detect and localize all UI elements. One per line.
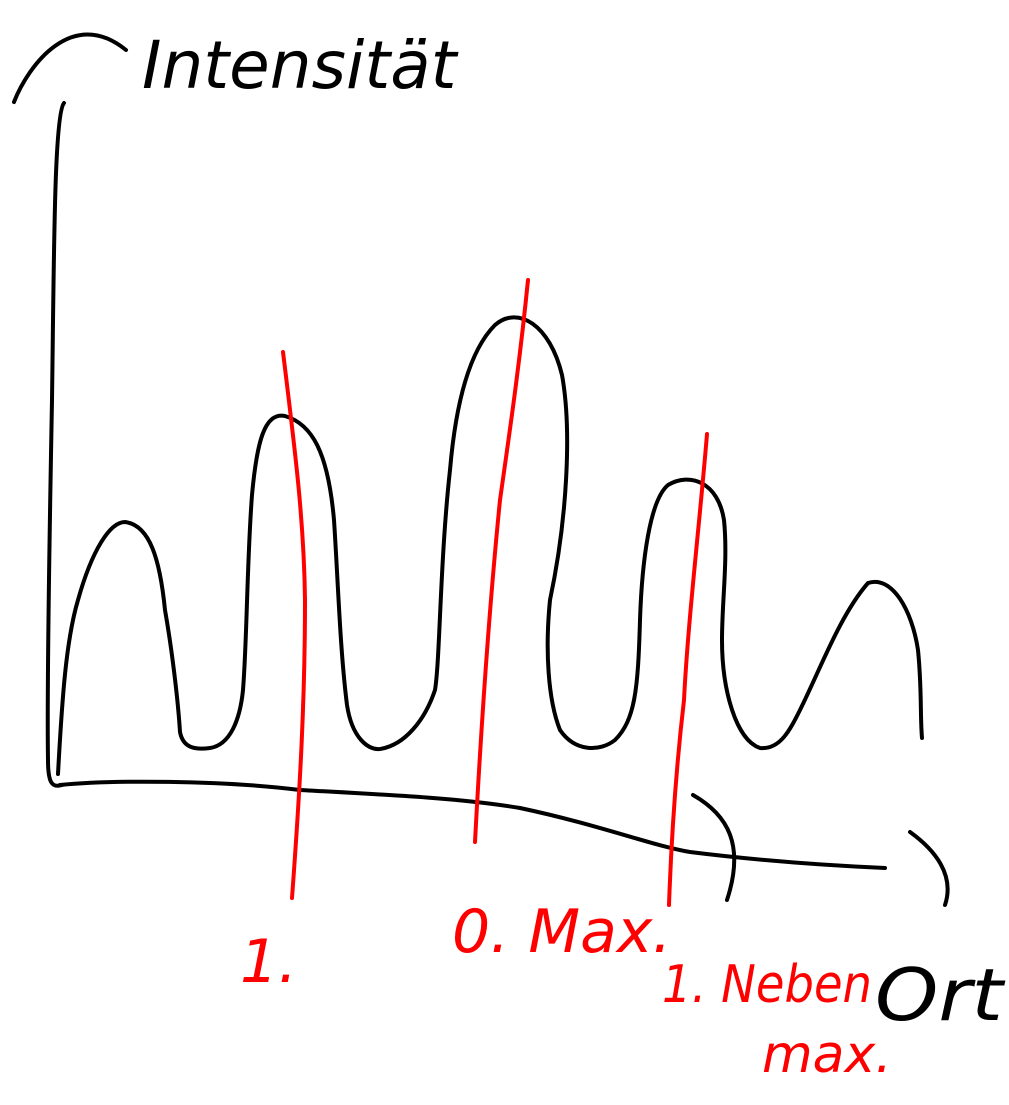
marker-line-side-max [667, 432, 709, 907]
axis-bracket-mark-1 [691, 793, 737, 902]
marker-label-side-max-line1: 1. Neben [662, 955, 872, 1015]
axis-bracket-mark-2 [908, 830, 950, 907]
y-axis [45, 101, 66, 788]
marker-label-first-min: 1. [240, 927, 297, 997]
marker-line-first-min [281, 350, 307, 900]
marker-label-side-max-line2: max. [762, 1025, 892, 1085]
intensity-curve [56, 315, 924, 776]
x-axis [58, 779, 887, 870]
x-axis-label: Ort [875, 953, 1006, 1037]
marker-label-main-max: 0. Max. [452, 897, 671, 967]
y-axis-label: Intensität [142, 27, 459, 104]
marker-line-main-max [473, 278, 530, 844]
y-axis-arrow-curve [12, 32, 128, 104]
